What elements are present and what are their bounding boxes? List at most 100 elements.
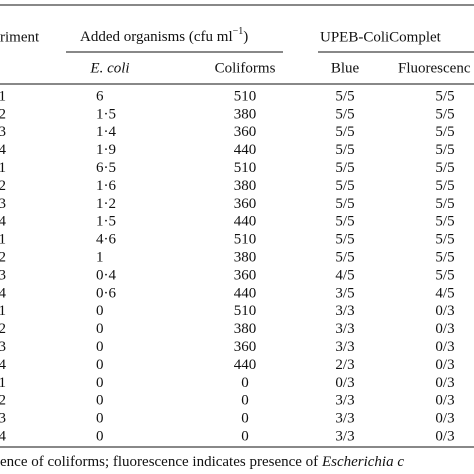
table-cell: 2 xyxy=(0,393,6,409)
table-cell: 3/3 xyxy=(335,321,354,337)
table-cell: 0 xyxy=(241,411,249,427)
table-cell: 3 xyxy=(0,267,6,283)
table-cell: 5/5 xyxy=(435,142,454,158)
table-cell: 0 xyxy=(241,375,249,391)
table-cell: 4 xyxy=(0,142,7,158)
table-cell: 2 xyxy=(0,321,6,337)
table-cell: 440 xyxy=(234,357,257,373)
table-cell: 2 xyxy=(0,106,6,122)
table-cell: 380 xyxy=(234,178,257,194)
table-cell: 6 xyxy=(96,88,104,104)
table-cell: 3/3 xyxy=(335,429,354,445)
table-cell: 0 xyxy=(96,429,104,445)
table-cell: 360 xyxy=(234,124,257,140)
table-cell: 5/5 xyxy=(435,106,454,122)
table-cell: 0/3 xyxy=(435,375,454,391)
table-cell: 510 xyxy=(234,160,257,176)
table-cell: 5/5 xyxy=(435,88,454,104)
table-cell: 440 xyxy=(234,142,257,158)
table-cell: 6·5 xyxy=(96,160,116,176)
table-cell: 4·6 xyxy=(96,232,116,248)
header-text: Added organisms (cfu ml xyxy=(80,29,233,45)
table-cell: 380 xyxy=(234,250,257,266)
table-cell: 5/5 xyxy=(335,232,354,248)
table-cell: 1 xyxy=(96,250,104,266)
table-cell: 0·4 xyxy=(96,267,116,283)
header-cell: Added organisms (cfu ml−1) xyxy=(80,26,248,45)
table-cell: 0/3 xyxy=(335,375,354,391)
table-cell: 5/5 xyxy=(335,178,354,194)
table-cell: 440 xyxy=(234,285,257,301)
table-cell: 5/5 xyxy=(335,214,354,230)
table-cell: 3 xyxy=(0,339,6,355)
table-cell: 4 xyxy=(0,429,7,445)
table-cell: 1·9 xyxy=(96,142,116,158)
table-cell: 0 xyxy=(241,429,249,445)
table-cell: 0/3 xyxy=(435,321,454,337)
table-cell: 1 xyxy=(0,303,6,319)
table-cell: 4 xyxy=(0,285,7,301)
table-cell: 0/3 xyxy=(435,339,454,355)
subheader-cell: Coliforms xyxy=(215,60,276,76)
table-cell: 5/5 xyxy=(335,196,354,212)
footnote: ence of coliforms; fluorescence indicate… xyxy=(0,454,404,470)
table-cell: 5/5 xyxy=(335,142,354,158)
table-cell: 1·4 xyxy=(96,124,116,140)
table-cell: 4/5 xyxy=(335,267,354,283)
table-cell: 1 xyxy=(0,88,6,104)
table-cell: 3/3 xyxy=(335,393,354,409)
table-cell: 5/5 xyxy=(335,106,354,122)
header-cell: riment xyxy=(0,29,40,45)
table-cell: 1·5 xyxy=(96,106,116,122)
table-cell: 3/5 xyxy=(335,285,354,301)
table-cell: 5/5 xyxy=(335,88,354,104)
table-cell: 1·6 xyxy=(96,178,116,194)
table-cell: 3/3 xyxy=(335,339,354,355)
table-cell: 360 xyxy=(234,339,257,355)
table-cell: 0 xyxy=(241,393,249,409)
table-cell: 0/3 xyxy=(435,357,454,373)
table-cell: 5/5 xyxy=(335,160,354,176)
table-cell: 2 xyxy=(0,250,6,266)
table-cell: 0/3 xyxy=(435,303,454,319)
table-cell: 0 xyxy=(96,357,104,373)
table-cell: 3 xyxy=(0,124,6,140)
table-cell: 5/5 xyxy=(435,160,454,176)
table-cell: 4/5 xyxy=(435,285,454,301)
table-cell: 5/5 xyxy=(435,178,454,194)
table-cell: 5/5 xyxy=(335,250,354,266)
table-cell: 510 xyxy=(234,88,257,104)
table-cell: 0 xyxy=(96,321,104,337)
table-cell: 5/5 xyxy=(435,250,454,266)
table-cell: 5/5 xyxy=(435,267,454,283)
table-cell: 0/3 xyxy=(435,393,454,409)
table-cell: 0 xyxy=(96,393,104,409)
subheader-cell: E. coli xyxy=(89,60,129,76)
table-cell: 5/5 xyxy=(435,232,454,248)
table-cell: 0 xyxy=(96,339,104,355)
table-cell: 380 xyxy=(234,321,257,337)
table-cell: 1·5 xyxy=(96,214,116,230)
table-cell: 0 xyxy=(96,411,104,427)
table-cell: 4 xyxy=(0,357,7,373)
table-cell: 0 xyxy=(96,375,104,391)
table-cell: 0·6 xyxy=(96,285,116,301)
table-cell: 3/3 xyxy=(335,411,354,427)
table-cell: 440 xyxy=(234,214,257,230)
table-cell: 0/3 xyxy=(435,429,454,445)
table-cell: 510 xyxy=(234,303,257,319)
table-cell: 3/3 xyxy=(335,303,354,319)
footnote-italic: Escherichia c xyxy=(321,454,404,470)
header-sup: −1 xyxy=(233,26,244,37)
table-cell: 1 xyxy=(0,232,6,248)
table-cell: 5/5 xyxy=(335,124,354,140)
table-cell: 380 xyxy=(234,106,257,122)
table-cell: 510 xyxy=(234,232,257,248)
table-cell: 360 xyxy=(234,196,257,212)
header-cell: UPEB-ColiComplet xyxy=(320,29,442,45)
table-cell: 2/3 xyxy=(335,357,354,373)
table-cell: 3 xyxy=(0,196,6,212)
subheader-cell: Blue xyxy=(331,60,360,76)
table-cell: 0/3 xyxy=(435,411,454,427)
